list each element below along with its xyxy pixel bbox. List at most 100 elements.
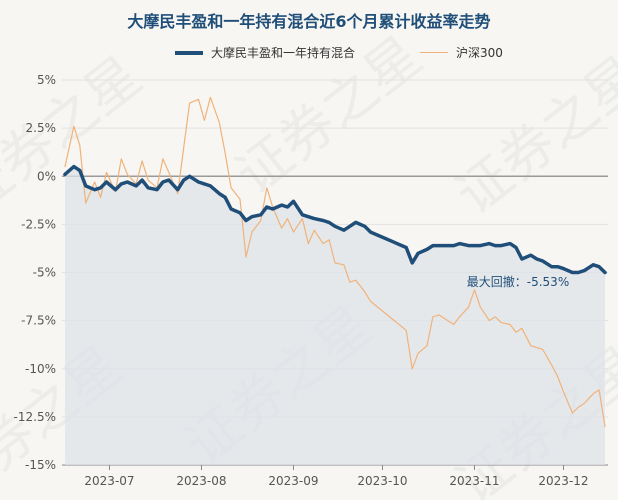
fund-point (577, 271, 580, 274)
fund-point (218, 192, 221, 195)
legend-item-csi300[interactable]: 沪深300 (420, 44, 503, 61)
csi300-point (198, 98, 200, 100)
csi300-point (328, 239, 330, 241)
fund-point (437, 244, 440, 247)
csi300-point (156, 187, 158, 189)
fund-point (604, 271, 607, 274)
csi300-point (203, 119, 205, 121)
fund-point (520, 258, 523, 261)
fund-point (417, 252, 420, 255)
csi300-point (79, 144, 81, 146)
fund-point (72, 165, 75, 168)
fund-point (93, 188, 96, 191)
csi300-point (168, 171, 170, 173)
csi300-point (577, 406, 579, 408)
fund-point (446, 244, 449, 247)
csi300-point (260, 220, 262, 222)
csi300-point (515, 331, 517, 333)
fund-line (63, 164, 607, 275)
fund-point (515, 246, 518, 249)
fund-point (369, 231, 372, 234)
csi300-point (141, 160, 143, 162)
fund-point (328, 221, 331, 224)
fund-point (126, 181, 129, 184)
fund-point (64, 173, 67, 176)
fund-point (473, 244, 476, 247)
csi300-point (245, 256, 247, 258)
csi300-point (426, 345, 428, 347)
x-tick-label: 2023-12 (538, 474, 588, 488)
fund-point (467, 244, 470, 247)
csi300-point (266, 187, 268, 189)
csi300-point (313, 229, 315, 231)
csi300-point (183, 146, 185, 148)
x-tick-label: 2023-07 (84, 474, 134, 488)
csi300-point (209, 96, 211, 98)
fund-point (342, 229, 345, 232)
csi300-point (230, 187, 232, 189)
fund-point (313, 217, 316, 220)
fund-point (301, 213, 304, 216)
fund-point (405, 246, 408, 249)
fund-point (354, 221, 357, 224)
x-tick-label: 2023-08 (176, 474, 226, 488)
fund-point (209, 184, 212, 187)
fund-point (307, 215, 310, 218)
csi300-point (405, 329, 407, 331)
fund-point (535, 258, 538, 261)
fund-point (99, 186, 102, 189)
fund-point (182, 179, 185, 182)
csi300-point (343, 264, 345, 266)
fund-point (197, 181, 200, 184)
fund-point (141, 179, 144, 182)
legend: 大摩民丰盈和一年持有混合 沪深300 (0, 44, 618, 62)
fund-point (280, 204, 283, 207)
csi300-point (224, 152, 226, 154)
csi300-point (453, 324, 455, 326)
fund-point (84, 184, 87, 187)
csi300-point (592, 393, 594, 395)
csi300-point (598, 389, 600, 391)
fund-point (592, 263, 595, 266)
csi300-point (355, 279, 357, 281)
csi300-point (73, 125, 75, 127)
fund-point (203, 182, 206, 185)
csi300-point (474, 289, 476, 291)
csi300-point (239, 198, 241, 200)
fund-point (562, 267, 565, 270)
csi300-point (500, 322, 502, 324)
legend-label-csi300: 沪深300 (456, 46, 503, 60)
fund-point (334, 225, 337, 228)
fund-point (245, 219, 248, 222)
csi300-point (177, 193, 179, 195)
csi300-point (488, 320, 490, 322)
y-tick-label: -7.5% (21, 314, 56, 328)
csi300-point (114, 191, 116, 193)
fund-point (322, 219, 325, 222)
fund-point (167, 179, 170, 182)
fund-point (541, 260, 544, 263)
csi300-point (536, 347, 538, 349)
csi300-point (126, 173, 128, 175)
csi300-point (334, 262, 336, 264)
csi300-point (281, 227, 283, 229)
fund-point (458, 242, 461, 245)
csi300-point (106, 171, 108, 173)
fund-point (494, 244, 497, 247)
fund-point (529, 254, 532, 257)
y-tick-label: 2.5% (26, 121, 57, 135)
chart-title: 大摩民丰盈和一年持有混合近6个月累计收益率走势 (127, 12, 491, 31)
fund-point (411, 261, 414, 264)
csi300-point (301, 218, 303, 220)
csi300-point (604, 426, 606, 428)
fund-point (488, 242, 491, 245)
csi300-point (571, 412, 573, 414)
legend-item-fund[interactable]: 大摩民丰盈和一年持有混合 (175, 44, 355, 61)
y-tick-label: -2.5% (21, 217, 56, 231)
fund-point (452, 244, 455, 247)
csi300-point (135, 183, 137, 185)
fund-point (78, 169, 81, 172)
fund-point (479, 244, 482, 247)
fund-point (583, 269, 586, 272)
